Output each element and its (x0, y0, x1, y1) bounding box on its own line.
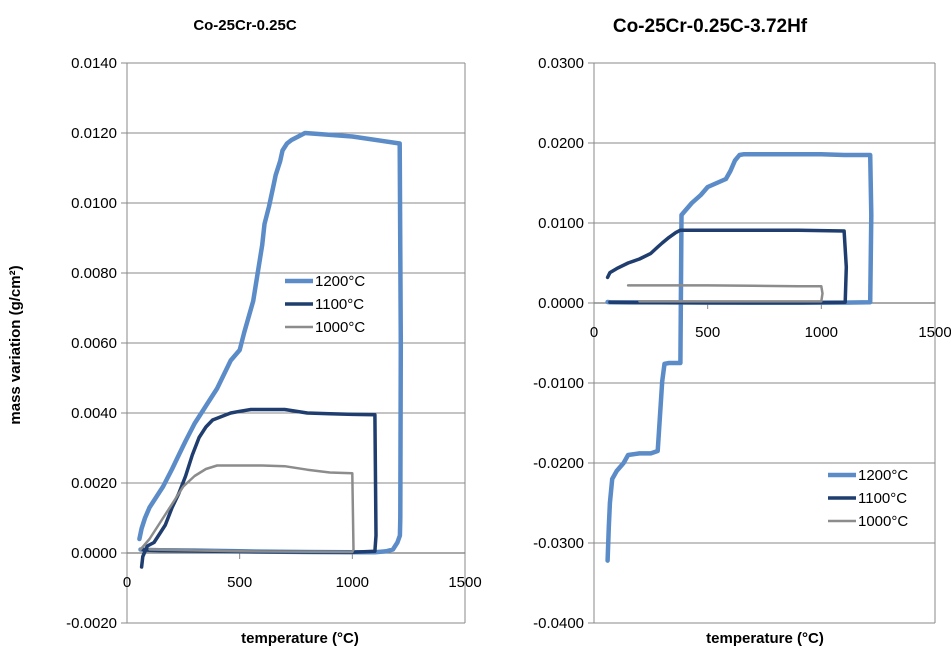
y-tick-label: 0.0020 (71, 475, 117, 492)
legend: 1200°C 1100°C 1000°C (285, 273, 365, 336)
y-tick-label: -0.0100 (533, 375, 584, 392)
series-line-1000 (626, 284, 824, 303)
y-tick-label: 0.0100 (538, 215, 584, 232)
y-tick-label: 0.0060 (71, 335, 117, 352)
y-tick-label: 0.0120 (71, 125, 117, 142)
x-tick-label: 0 (590, 324, 598, 341)
chart-left: -0.0020 0.0000 0.0020 0.0040 0.0060 0.0080 0.0… (7, 17, 482, 647)
x-tick-label: 1500 (918, 324, 951, 341)
x-axis-label: temperature (°C) (241, 630, 359, 647)
y-tick-label: -0.0300 (533, 535, 584, 552)
legend: 1200°C 1100°C 1000°C (828, 467, 908, 530)
y-tick-label: 0.0040 (71, 405, 117, 422)
chart-right: -0.0400 -0.0300 -0.0200 -0.0100 0.0000 0.0100… (533, 16, 951, 647)
series-line-1000 (139, 464, 355, 554)
x-tick-label: 1500 (448, 574, 481, 591)
y-axis-label: mass variation (g/cm²) (7, 265, 24, 424)
y-tick-label: -0.0020 (66, 615, 117, 632)
y-tick-label: 0.0300 (538, 55, 584, 72)
series-line-1100 (605, 228, 849, 305)
x-tick-label: 1000 (805, 324, 838, 341)
x-tick-label: 500 (227, 574, 252, 591)
chart-title: Co-25Cr-0.25C (193, 17, 297, 34)
legend-label: 1100°C (315, 296, 364, 313)
y-tick-label: 0.0200 (538, 135, 584, 152)
legend-label: 1000°C (315, 319, 365, 336)
chart-title: Co-25Cr-0.25C-3.72Hf (613, 16, 808, 37)
legend-label: 1200°C (858, 467, 908, 484)
series-line-1100 (139, 407, 378, 569)
y-tick-label: 0.0000 (538, 295, 584, 312)
legend-label: 1100°C (858, 490, 907, 507)
x-axis-label: temperature (°C) (706, 630, 824, 647)
y-tick-label: 0.0000 (71, 545, 117, 562)
series-line-1200 (137, 130, 404, 555)
legend-label: 1200°C (315, 273, 365, 290)
y-tick-label: 0.0080 (71, 265, 117, 282)
y-tick-label: 0.0140 (71, 55, 117, 72)
x-tick-label: 500 (695, 324, 720, 341)
y-tick-label: 0.0100 (71, 195, 117, 212)
y-tick-label: -0.0200 (533, 455, 584, 472)
x-tick-label: 0 (123, 574, 131, 591)
legend-label: 1000°C (858, 513, 908, 530)
y-tick-label: -0.0400 (533, 615, 584, 632)
x-tick-label: 1000 (336, 574, 369, 591)
